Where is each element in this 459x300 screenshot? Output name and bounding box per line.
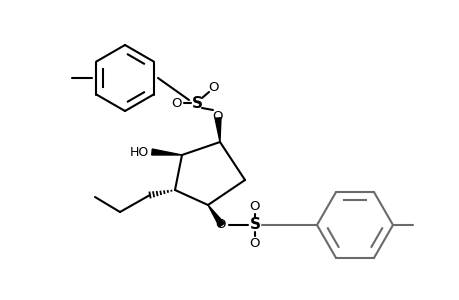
Text: S: S — [249, 218, 260, 232]
Polygon shape — [214, 118, 220, 142]
Text: O: O — [212, 110, 223, 124]
Text: O: O — [171, 97, 182, 110]
Polygon shape — [207, 205, 224, 227]
Text: O: O — [249, 200, 260, 212]
Text: HO: HO — [129, 146, 149, 158]
Text: O: O — [208, 80, 219, 94]
Text: O: O — [215, 218, 226, 232]
Text: O: O — [249, 238, 260, 250]
Polygon shape — [151, 149, 182, 155]
Text: S: S — [191, 95, 202, 110]
